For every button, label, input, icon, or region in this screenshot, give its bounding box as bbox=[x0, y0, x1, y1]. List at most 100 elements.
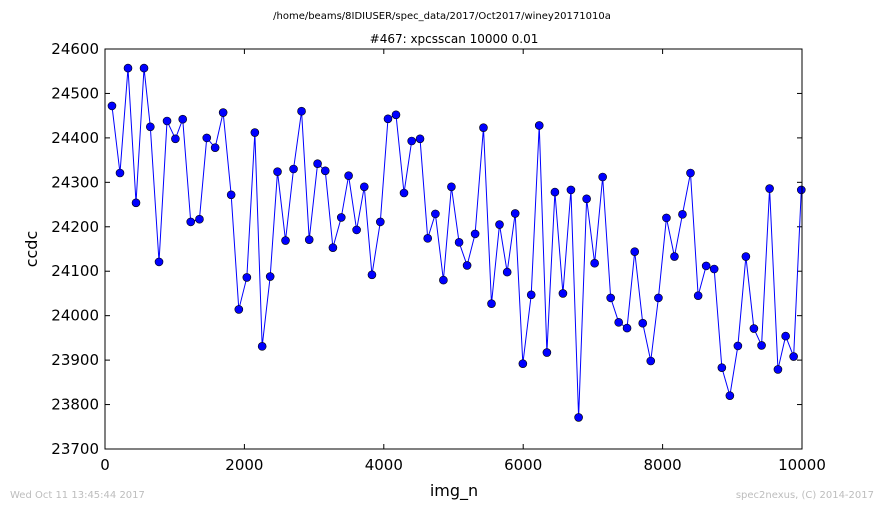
data-point bbox=[297, 106, 306, 116]
y-tick-label: 23900 bbox=[51, 351, 99, 369]
data-point bbox=[423, 234, 433, 243]
figure-suptitle: /home/beams/8IDIUSER/spec_data/2017/Oct2… bbox=[273, 11, 611, 22]
data-point bbox=[242, 273, 252, 282]
x-tick-label: 4000 bbox=[365, 456, 403, 474]
data-point bbox=[470, 229, 480, 239]
data-point bbox=[582, 194, 591, 204]
data-point bbox=[686, 168, 695, 178]
y-tick-label: 23800 bbox=[51, 396, 99, 414]
data-point bbox=[534, 121, 544, 130]
data-point bbox=[479, 123, 488, 132]
data-point bbox=[796, 185, 806, 195]
data-point bbox=[502, 267, 512, 277]
data-point bbox=[304, 235, 314, 244]
data-point bbox=[717, 363, 727, 372]
y-tick-label: 24100 bbox=[51, 262, 99, 280]
data-point bbox=[630, 247, 640, 256]
y-tick-label: 23700 bbox=[51, 440, 99, 458]
data-point bbox=[210, 143, 220, 152]
data-point bbox=[328, 243, 338, 252]
x-tick-label: 8000 bbox=[644, 456, 682, 474]
data-point bbox=[454, 238, 464, 247]
data-point bbox=[344, 171, 353, 180]
data-point bbox=[352, 225, 361, 235]
data-point bbox=[558, 289, 568, 298]
data-point bbox=[550, 187, 560, 197]
x-tick-label: 2000 bbox=[225, 456, 263, 474]
data-point bbox=[336, 213, 346, 222]
data-point bbox=[598, 172, 607, 182]
data-point bbox=[186, 217, 196, 227]
data-point bbox=[376, 217, 385, 227]
data-point bbox=[415, 134, 425, 144]
data-point bbox=[250, 128, 260, 137]
data-point bbox=[495, 220, 504, 229]
x-tick-label: 6000 bbox=[504, 456, 542, 474]
data-point bbox=[487, 299, 496, 308]
data-point bbox=[670, 252, 679, 261]
data-point bbox=[226, 190, 236, 200]
footer-credit: spec2nexus, (C) 2014-2017 bbox=[736, 490, 874, 501]
data-point bbox=[749, 324, 759, 333]
x-axis-ticks: 0 2000 4000 6000 8000 10000 bbox=[100, 49, 826, 474]
data-point bbox=[139, 63, 149, 73]
data-point bbox=[590, 258, 599, 268]
chart-title: #467: xpcsscan 10000 0.01 bbox=[370, 32, 539, 46]
data-point bbox=[154, 257, 164, 267]
y-tick-label: 24500 bbox=[51, 84, 99, 102]
data-point bbox=[273, 167, 282, 176]
x-axis-label: img_n bbox=[430, 481, 478, 501]
y-tick-label: 24300 bbox=[51, 173, 99, 191]
data-point bbox=[662, 213, 671, 223]
data-point bbox=[709, 264, 719, 274]
data-point bbox=[195, 214, 204, 224]
data-point bbox=[115, 168, 125, 178]
plot-area bbox=[105, 49, 802, 449]
data-point bbox=[733, 341, 743, 351]
data-point bbox=[439, 275, 448, 285]
data-point bbox=[171, 134, 180, 144]
data-point bbox=[399, 188, 409, 198]
data-point bbox=[447, 182, 456, 192]
data-point bbox=[234, 305, 244, 314]
data-point bbox=[289, 164, 298, 174]
data-point bbox=[526, 290, 536, 300]
data-point bbox=[510, 209, 520, 218]
data-point bbox=[146, 122, 155, 132]
series-layer bbox=[107, 63, 806, 422]
data-point bbox=[678, 210, 687, 219]
y-tick-label: 24200 bbox=[51, 218, 99, 236]
data-point bbox=[257, 342, 267, 351]
data-point bbox=[725, 391, 735, 400]
data-point bbox=[431, 209, 440, 219]
data-point bbox=[646, 356, 656, 366]
data-point bbox=[313, 159, 322, 168]
data-point bbox=[574, 413, 583, 422]
data-point bbox=[693, 291, 703, 300]
data-point bbox=[789, 352, 798, 361]
plot-frame bbox=[104, 48, 803, 450]
data-point bbox=[281, 236, 290, 245]
data-point bbox=[407, 136, 416, 146]
y-tick-label: 24400 bbox=[51, 129, 99, 147]
data-point bbox=[606, 293, 615, 303]
data-point bbox=[765, 184, 774, 193]
y-tick-label: 24000 bbox=[51, 307, 99, 325]
data-point bbox=[566, 185, 576, 195]
data-point bbox=[701, 261, 711, 271]
data-point bbox=[542, 348, 552, 357]
data-point bbox=[757, 341, 766, 350]
data-point bbox=[202, 133, 212, 143]
data-point bbox=[123, 63, 133, 73]
data-point bbox=[622, 323, 632, 333]
x-tick-label: 0 bbox=[100, 456, 110, 474]
data-point bbox=[773, 365, 783, 374]
data-point bbox=[162, 116, 172, 126]
data-point bbox=[320, 166, 330, 176]
data-point bbox=[218, 108, 228, 117]
footer-timestamp: Wed Oct 11 13:45:44 2017 bbox=[10, 490, 145, 501]
data-point bbox=[391, 110, 401, 120]
data-point bbox=[107, 101, 117, 111]
data-point bbox=[518, 359, 528, 368]
